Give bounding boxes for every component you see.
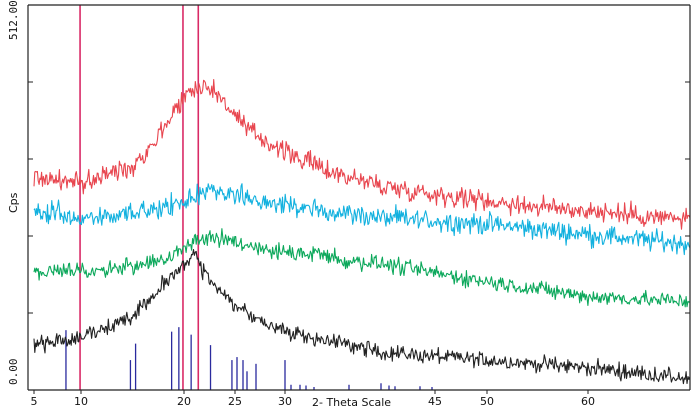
x-tick-label-3: 20 bbox=[177, 395, 191, 408]
y-axis-title: Cps bbox=[7, 192, 20, 213]
x-axis-title: 2- Theta Scale bbox=[312, 396, 391, 409]
plot-frame bbox=[27, 4, 691, 391]
x-tick-label-6: 45 bbox=[428, 395, 442, 408]
x-tick-label-7: 50 bbox=[480, 395, 494, 408]
x-tick-label-5: 30 bbox=[278, 395, 292, 408]
x-tick-label-8: 60 bbox=[581, 395, 595, 408]
reference-bars bbox=[65, 327, 433, 390]
series-line-1 bbox=[33, 79, 691, 230]
x-tick-label-4: 25 bbox=[228, 395, 242, 408]
x-axis: 5 10 20 25 30 45 50 60 bbox=[31, 390, 595, 408]
x-tick-label-2: 10 bbox=[74, 395, 88, 408]
y-axis-min-label: 0.00 bbox=[7, 359, 20, 386]
y-axis-max-label: 512.00 bbox=[7, 0, 20, 40]
series-group bbox=[33, 79, 691, 385]
series-line-3 bbox=[33, 228, 691, 308]
x-tick-label-1: 5 bbox=[31, 395, 38, 408]
series-line-4 bbox=[33, 249, 691, 385]
series-line-2 bbox=[33, 183, 691, 256]
